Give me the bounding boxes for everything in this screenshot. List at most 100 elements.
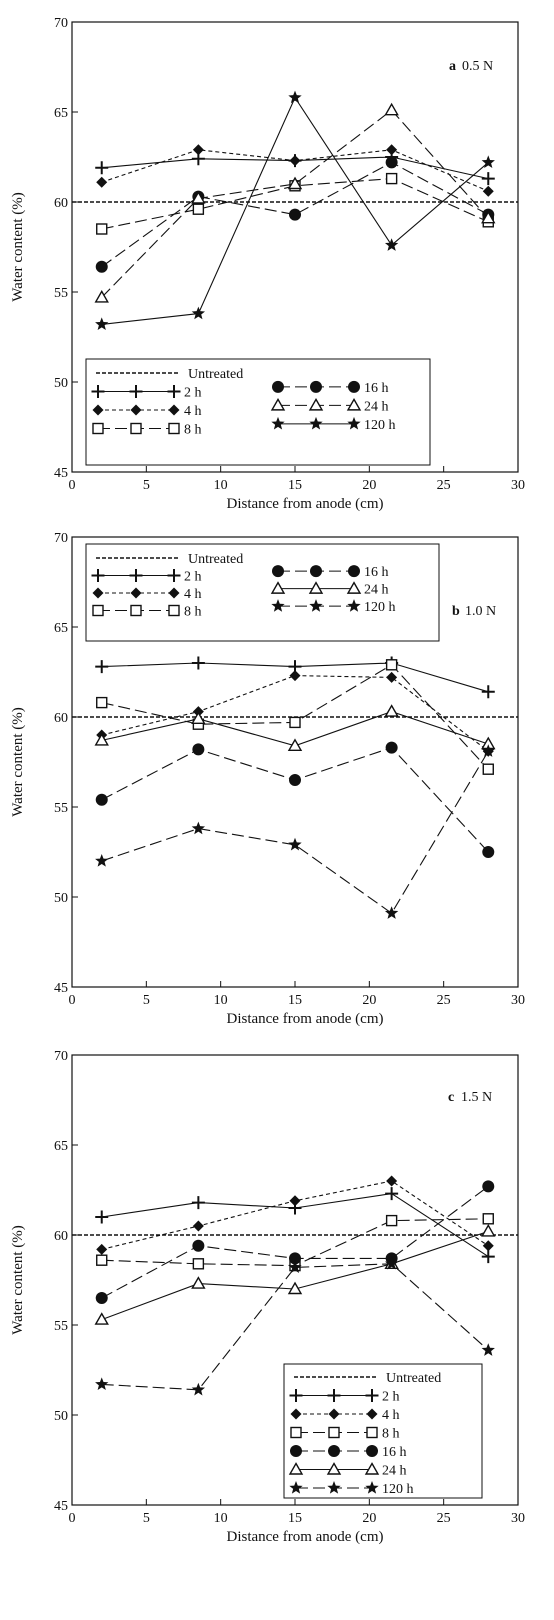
legend-marker: [288, 1462, 304, 1475]
x-tick-label: 25: [437, 1511, 451, 1526]
legend-entry: 2 h: [91, 385, 202, 401]
legend-entry: 8 h: [92, 422, 202, 438]
series-120h: [95, 90, 495, 331]
legend-label: 120 h: [364, 600, 396, 615]
data-point: [96, 696, 108, 709]
data-point: [385, 741, 398, 754]
series-line: [101, 675, 489, 752]
legend-entry: 16 h: [272, 380, 389, 396]
legend-marker: [290, 1426, 302, 1439]
legend-marker: [289, 1481, 303, 1494]
y-axis-label: Water content (%): [10, 707, 26, 817]
series-120h: [95, 744, 495, 919]
y-tick-label: 60: [54, 711, 68, 726]
legend-marker: [130, 604, 142, 617]
y-axis-label: Water content (%): [10, 192, 26, 302]
series-line: [101, 1263, 489, 1391]
legend-marker: [130, 587, 142, 599]
legend-entry: 24 h: [288, 1462, 407, 1479]
legend-label: 24 h: [364, 399, 389, 414]
data-point: [384, 102, 399, 116]
data-point: [95, 1292, 108, 1304]
legend-marker: [130, 422, 142, 435]
legend-marker: [328, 1426, 340, 1439]
data-point: [288, 1260, 302, 1274]
legend-box: [85, 543, 440, 642]
legend-marker: [327, 1481, 341, 1494]
data-point: [95, 161, 109, 175]
panel-letter: c: [448, 1090, 454, 1105]
x-tick-label: 25: [437, 993, 451, 1008]
legend-marker: [327, 1389, 341, 1402]
legend-entry: 16 h: [272, 565, 389, 580]
legend-marker: [328, 1408, 340, 1420]
x-tick-label: 30: [511, 478, 525, 493]
y-tick-label: 60: [54, 1229, 68, 1244]
data-point: [191, 306, 206, 320]
legend-marker: [167, 385, 181, 398]
x-tick-label: 25: [437, 478, 451, 493]
x-tick-label: 20: [362, 993, 376, 1008]
x-tick-label: 10: [214, 993, 228, 1008]
data-point: [289, 155, 301, 167]
legend: Untreated 2 h 4 h 8 h 16 h 24 h 120 h: [283, 1363, 483, 1499]
data-point: [96, 176, 108, 188]
x-tick-label: 20: [362, 478, 376, 493]
legend-marker: [346, 581, 362, 594]
data-point: [386, 144, 398, 156]
x-axis-label: Distance from anode (cm): [226, 1011, 383, 1027]
data-point: [95, 793, 108, 806]
data-point: [482, 1240, 494, 1252]
series-24h: [94, 704, 496, 751]
data-point: [289, 208, 301, 221]
legend-marker: [168, 604, 180, 617]
legend-label: 24 h: [382, 1464, 407, 1479]
y-tick-label: 50: [54, 891, 68, 906]
legend-entry: 120 h: [271, 416, 396, 433]
legend-marker: [272, 380, 284, 393]
data-point: [289, 716, 301, 729]
data-point: [385, 1187, 399, 1201]
x-tick-label: 15: [288, 993, 302, 1008]
legend-marker: [348, 565, 360, 578]
data-point: [481, 210, 496, 224]
data-point: [288, 90, 302, 104]
data-point: [481, 685, 495, 699]
legend-label: 8 h: [382, 1427, 400, 1442]
data-point: [287, 176, 303, 190]
data-point: [95, 317, 109, 331]
legend-untreated-label: Untreated: [188, 552, 243, 567]
data-point: [481, 744, 495, 757]
legend-entry: 4 h: [92, 404, 202, 419]
data-point: [384, 704, 399, 717]
legend-marker: [129, 569, 143, 582]
legend-entry: 4 h: [92, 587, 202, 602]
legend-entry: 4 h: [290, 1408, 400, 1423]
series-line: [101, 750, 489, 914]
legend-marker: [365, 1389, 379, 1402]
data-point: [192, 743, 205, 756]
data-point: [385, 172, 398, 185]
legend-marker: [92, 422, 104, 435]
legend-marker: [92, 587, 104, 599]
series-4h: [96, 1175, 494, 1255]
series-16h: [95, 1180, 495, 1304]
legend-marker: [130, 404, 142, 416]
series-16h: [95, 741, 495, 858]
legend-label: 2 h: [184, 386, 202, 401]
y-tick-label: 65: [54, 621, 68, 636]
data-point: [384, 1256, 399, 1270]
data-point: [482, 1213, 494, 1225]
x-tick-label: 10: [214, 478, 228, 493]
data-point: [287, 738, 303, 751]
x-tick-label: 15: [288, 1511, 302, 1526]
x-tick-label: 5: [143, 993, 150, 1008]
data-point: [481, 1223, 496, 1237]
data-point: [191, 821, 206, 835]
data-point: [384, 906, 399, 919]
data-point: [96, 1243, 108, 1255]
data-point: [191, 190, 206, 204]
data-point: [384, 238, 399, 251]
legend-untreated-label: Untreated: [188, 367, 243, 382]
